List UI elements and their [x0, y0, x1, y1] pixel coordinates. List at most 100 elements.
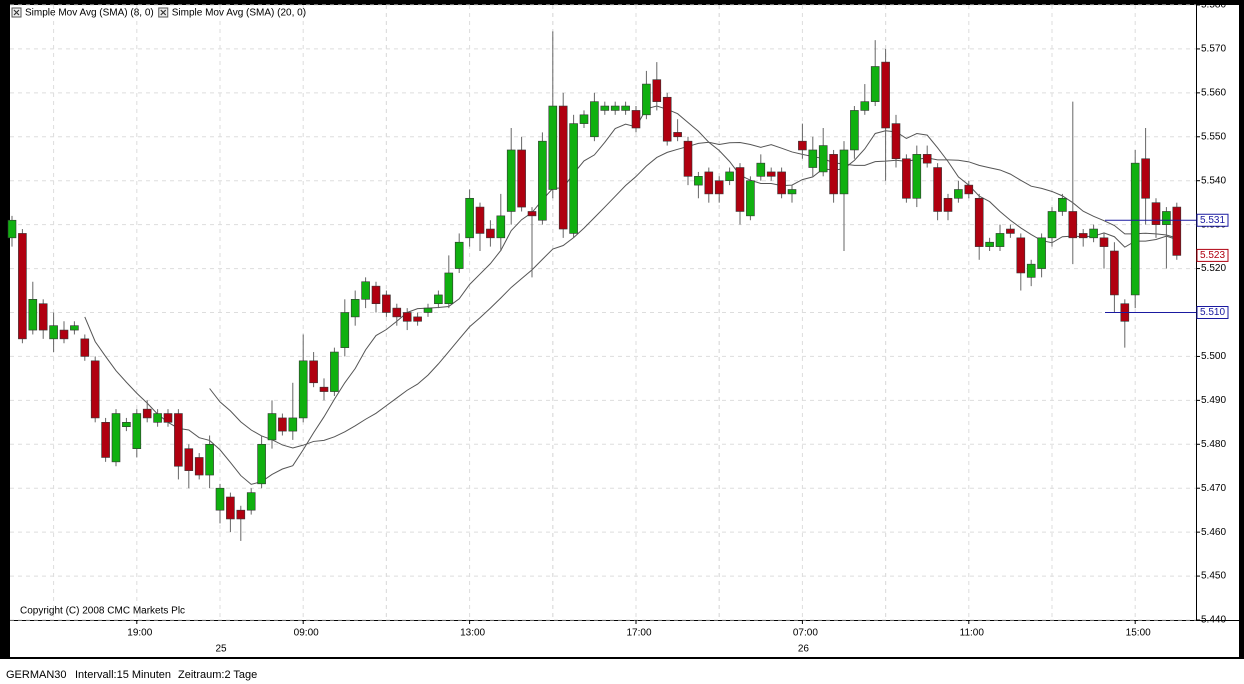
y-tick-label: 5.500: [1201, 351, 1226, 362]
x-tick-label: 07:00: [793, 628, 818, 639]
candle-body: [226, 496, 235, 520]
candle-body: [600, 105, 610, 111]
candle-body: [974, 197, 984, 247]
candle-body: [1016, 237, 1026, 274]
candle-body: [631, 110, 641, 129]
candle-body: [517, 149, 526, 208]
candle-body: [995, 233, 1005, 247]
y-tick-label: 5.550: [1201, 131, 1226, 142]
candle-body: [1078, 233, 1088, 239]
price-marker-box: [1196, 306, 1229, 319]
candle-body: [912, 154, 922, 199]
candle-body: [49, 325, 58, 340]
candle-body: [798, 140, 807, 151]
candle-body: [1110, 250, 1119, 296]
candle-body: [392, 307, 402, 318]
candle-body: [1130, 162, 1140, 296]
candle-body: [194, 457, 204, 476]
candle-body: [298, 360, 308, 419]
candle-body: [808, 149, 818, 168]
candle-body: [382, 294, 391, 313]
candle-body: [257, 443, 266, 485]
candle-body: [496, 215, 506, 239]
candle-body: [267, 413, 277, 441]
y-tick-label: 5.540: [1201, 175, 1226, 186]
status-interval: Intervall:15 Minuten: [75, 669, 171, 681]
candle-body: [278, 417, 287, 432]
candle-body: [1047, 211, 1057, 239]
candle-body: [80, 338, 90, 357]
candle-body: [860, 101, 870, 111]
candle-body: [1089, 228, 1098, 239]
candle-body: [818, 145, 828, 173]
legend-label: Simple Mov Avg (SMA) (20, 0): [172, 8, 306, 19]
candle-body: [694, 176, 703, 186]
candle-body: [132, 413, 142, 449]
candle-body: [215, 487, 225, 511]
candle-body: [246, 492, 256, 511]
candle-body: [527, 211, 537, 217]
candle-body: [569, 123, 578, 234]
candle-body: [205, 443, 214, 476]
candle-body: [610, 105, 620, 111]
y-tick-label: 5.570: [1201, 44, 1226, 55]
candle-body: [1141, 158, 1150, 199]
candle-body: [777, 171, 786, 195]
y-tick-label: 5.450: [1201, 571, 1226, 582]
candle-body: [330, 351, 339, 392]
candle-body: [423, 307, 433, 313]
candle-body: [642, 83, 651, 116]
candle-body: [673, 132, 682, 138]
candle-body: [902, 158, 911, 199]
y-tick-label: 5.580: [1201, 0, 1226, 11]
candle-body: [954, 189, 963, 199]
candle-body: [28, 299, 38, 331]
x-tick-label: 11:00: [960, 628, 985, 639]
candle-body: [1172, 206, 1182, 256]
candle-body: [683, 140, 693, 177]
candle-body: [475, 206, 485, 234]
candle-body: [350, 299, 360, 318]
moving-average: [84, 105, 1177, 485]
candle-body: [558, 105, 568, 230]
candle-body: [922, 154, 932, 164]
candle-body: [943, 197, 953, 212]
candle-body: [163, 413, 173, 423]
candle-body: [153, 413, 162, 423]
candle-body: [59, 329, 69, 340]
candle-body: [319, 386, 329, 392]
candle-body: [787, 189, 797, 195]
candle-body: [174, 413, 183, 467]
candle-body: [756, 162, 766, 177]
candle-body: [891, 123, 901, 160]
candle-body: [829, 154, 838, 195]
candle-body: [766, 171, 776, 177]
x-tick-label: 19:00: [127, 628, 152, 639]
candle-body: [1151, 202, 1161, 225]
candle-body: [454, 241, 464, 269]
candle-body: [340, 312, 350, 348]
candle-body: [850, 110, 859, 151]
candle-body: [184, 448, 194, 471]
moving-average: [209, 141, 1177, 449]
candle-body: [288, 417, 298, 432]
legend-checkbox-x: [13, 9, 20, 16]
candle-body: [870, 66, 880, 102]
candle-body: [590, 101, 599, 138]
candle-body: [402, 312, 412, 322]
day-label: 26: [798, 644, 810, 655]
candle-body: [1037, 237, 1046, 269]
x-tick-label: 15:00: [1126, 628, 1151, 639]
candle-body: [70, 325, 79, 331]
y-tick-label: 5.460: [1201, 527, 1226, 538]
candle-body: [142, 408, 152, 419]
x-tick-label: 09:00: [294, 628, 319, 639]
candle-body: [735, 167, 745, 212]
candle-body: [548, 105, 558, 190]
y-tick-label: 5.520: [1201, 263, 1226, 274]
x-tick-label: 17:00: [626, 628, 651, 639]
candle-body: [38, 303, 48, 331]
legend-label: Simple Mov Avg (SMA) (8, 0): [25, 8, 154, 19]
candle-body: [746, 180, 755, 217]
x-tick-label: 13:00: [460, 628, 485, 639]
